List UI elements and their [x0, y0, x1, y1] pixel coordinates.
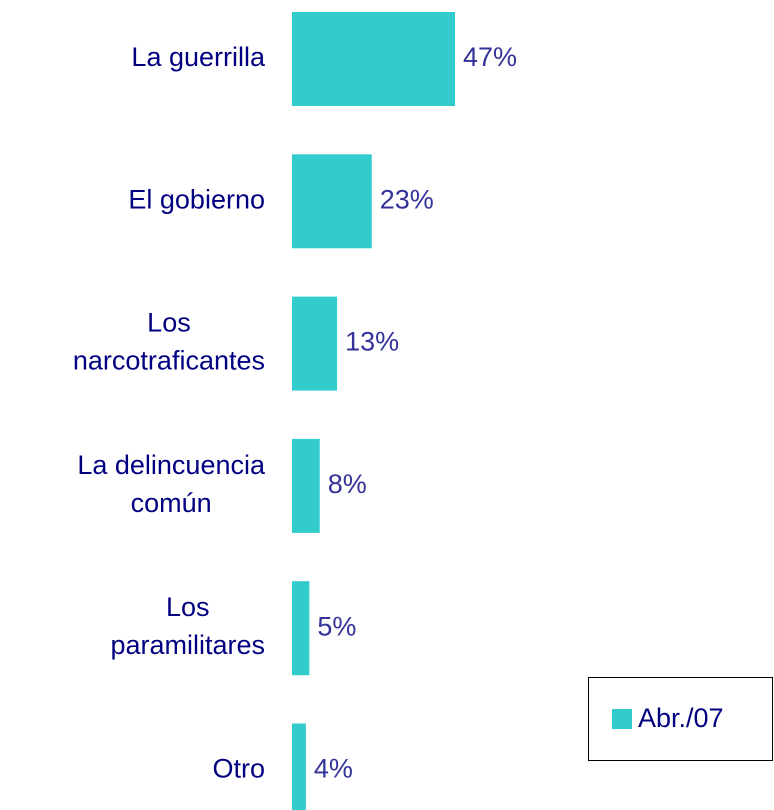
value-label: 5% — [317, 611, 356, 641]
category-label: Los paramilitares — [110, 592, 265, 660]
value-label: 47% — [463, 42, 517, 72]
value-label: 4% — [314, 754, 353, 784]
category-label: La delincuencia común — [77, 450, 266, 518]
bar — [292, 296, 338, 391]
bar — [292, 438, 320, 533]
bar — [292, 154, 372, 249]
category-label: Otro — [212, 754, 265, 784]
value-label: 13% — [345, 327, 399, 357]
legend-swatch — [612, 709, 632, 729]
bar — [292, 12, 455, 106]
category-label: El gobierno — [128, 184, 265, 214]
category-label: La guerrilla — [131, 42, 266, 72]
value-label: 8% — [328, 469, 367, 499]
bar — [292, 581, 310, 676]
value-label: 23% — [380, 184, 434, 214]
category-label: Los narcotraficantes — [73, 308, 265, 376]
bar — [292, 723, 306, 810]
legend-label: Abr./07 — [638, 703, 724, 733]
